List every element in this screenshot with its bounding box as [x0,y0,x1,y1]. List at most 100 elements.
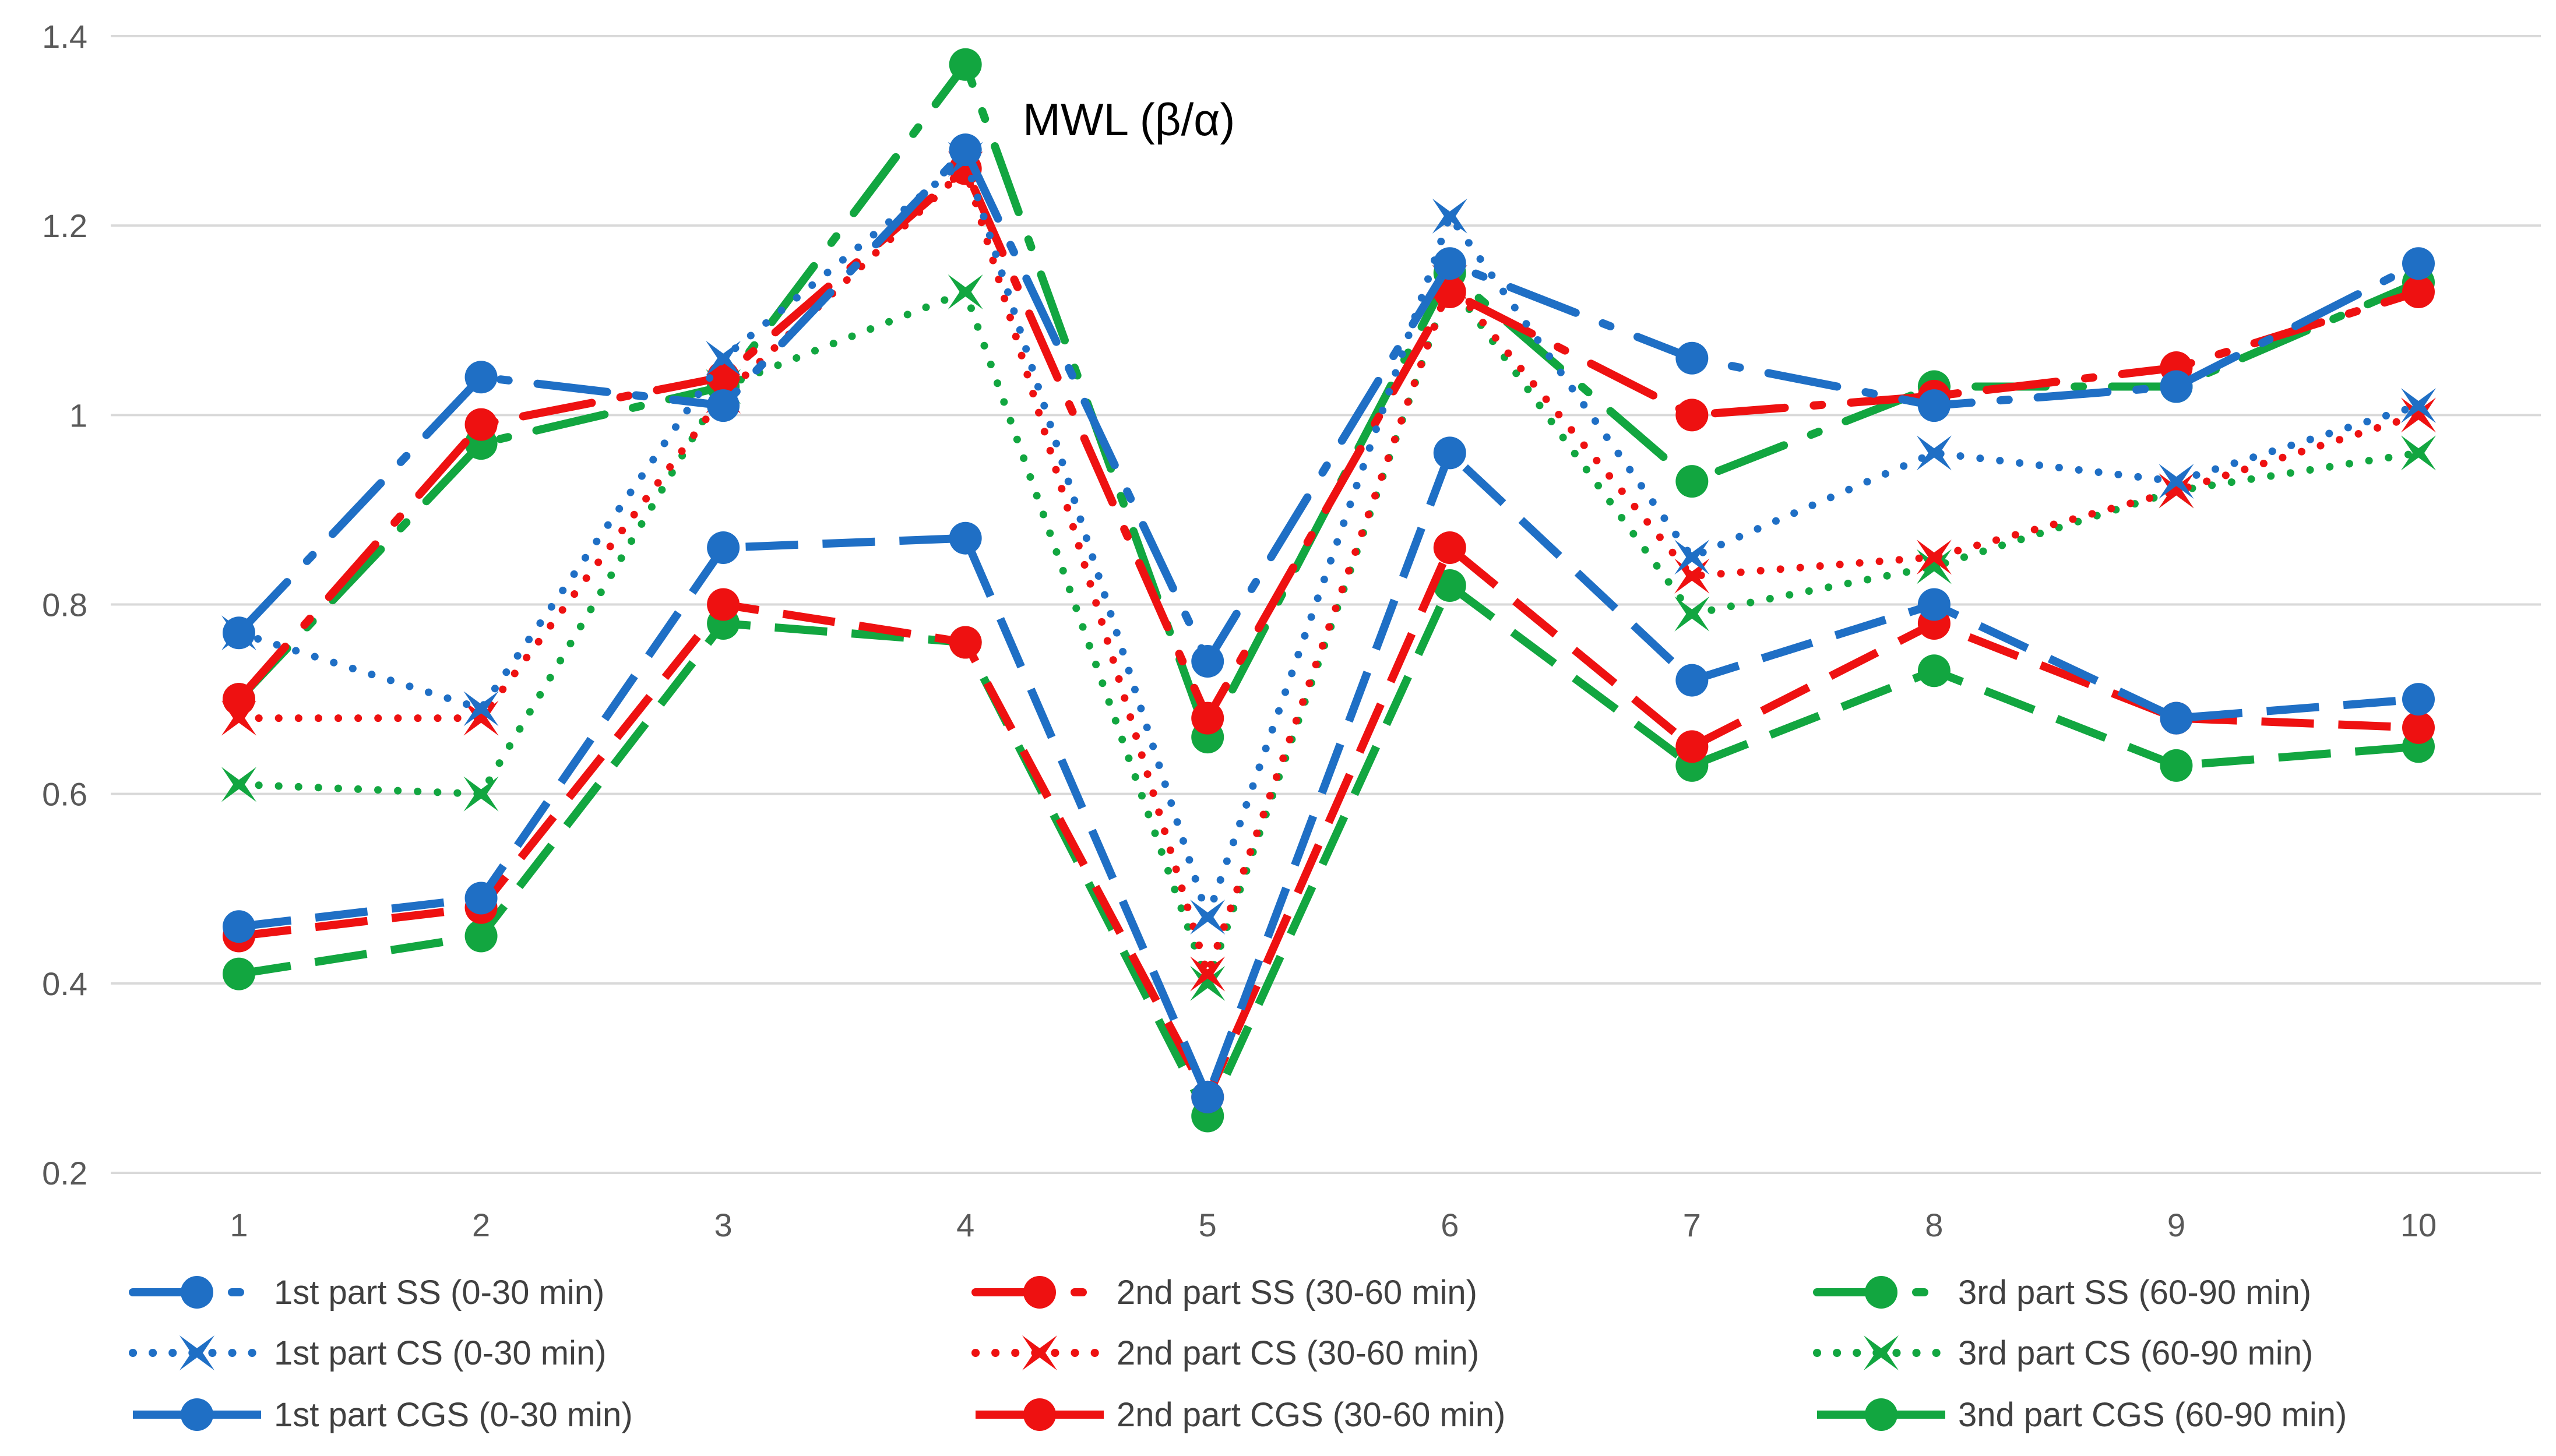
data-point [2160,749,2193,782]
data-point [1433,569,1466,602]
legend-label: 1st part CGS (0-30 min) [274,1396,633,1434]
data-point [1433,247,1466,280]
series-line [238,581,2419,1120]
data-point [1190,956,1226,992]
data-point [2159,464,2194,499]
series-8 [221,265,2436,1001]
series-3 [223,436,2435,1113]
data-point [1675,399,1709,432]
data-point [1675,730,1709,763]
y-tick-label: 0.2 [42,1155,87,1191]
series-line [238,449,2419,1101]
data-point [707,389,740,422]
series-line [235,164,2423,722]
series-line [235,278,2423,988]
data-point [949,521,982,555]
data-point [949,48,982,81]
data-point [1675,341,1709,375]
legend: 1st part SS (0-30 min) 1st part CS (0-30 … [129,1274,2347,1434]
x-tick-label: 3 [714,1207,733,1243]
data-point [1674,596,1710,632]
x-tick-label: 9 [2167,1207,2185,1243]
y-tick-label: 1.4 [42,18,87,55]
data-point [1191,645,1224,678]
data-point [223,616,255,650]
data-point [223,910,255,943]
data-point [707,361,740,394]
chart-title: MWL (β/α) [1023,94,1235,145]
legend-swatch-marker [1022,1335,1057,1370]
data-point [464,919,498,953]
y-tick-label: 1 [69,397,87,433]
data-point [2402,711,2435,744]
legend-item: 1st part CGS (0-30 min) [133,1396,633,1434]
data-point [706,340,741,376]
data-point [1916,435,1952,471]
data-point [2402,683,2435,716]
data-point [2160,701,2193,735]
data-point [2402,247,2435,280]
data-point [464,882,498,915]
series-5 [221,151,2436,992]
legend-swatch-marker [181,1276,213,1309]
data-point [1190,900,1226,935]
data-point [1916,540,1952,575]
legend-item: 3nd part CGS (60-90 min) [1817,1396,2347,1434]
x-tick-label: 2 [472,1207,490,1243]
series-lines [221,48,2436,1133]
legend-swatch-marker [1865,1398,1897,1431]
series-6 [223,531,2435,1113]
data-point [949,626,982,659]
data-point [948,274,983,309]
legend-label: 2nd part CGS (30-60 min) [1117,1396,1505,1434]
y-tick-label: 0.8 [42,587,87,623]
x-tick-label: 5 [1199,1207,1217,1243]
legend-label: 2nd part CS (30-60 min) [1117,1334,1479,1372]
legend-swatch-marker [181,1398,213,1431]
legend-item: 1st part SS (0-30 min) [129,1274,604,1312]
legend-item: 1st part CS (0-30 min) [129,1334,607,1372]
data-point [464,361,498,394]
y-tick-label: 0.6 [42,776,87,813]
series-9 [223,569,2435,1133]
legend-label: 2nd part SS (30-60 min) [1117,1274,1477,1312]
data-point [707,588,740,621]
series-line [235,60,2423,742]
y-axis-ticks: 0.2 0.4 0.6 0.8 1 1.2 1.4 [42,18,87,1191]
x-axis-ticks: 1 2 3 4 5 6 7 8 9 10 [230,1207,2437,1243]
data-point [223,683,255,716]
legend-swatch-marker [1023,1398,1056,1431]
data-point [1674,540,1710,575]
y-tick-label: 0.4 [42,965,87,1002]
data-point [707,531,740,564]
data-point [463,691,499,727]
legend-item: 3rd part CS (60-90 min) [1813,1334,2313,1372]
data-point [1432,198,1467,234]
series-line [235,165,2423,978]
data-point [2160,370,2193,403]
legend-swatch-marker [1023,1276,1056,1309]
x-tick-label: 4 [956,1207,974,1243]
data-point [1917,654,1951,688]
data-point [1916,549,1952,584]
series-line [235,155,2423,921]
data-point [2401,397,2436,433]
data-point [2402,275,2435,308]
x-tick-label: 10 [2400,1207,2437,1243]
data-point [1191,1080,1224,1113]
data-point [949,133,982,167]
legend-label: 1st part CS (0-30 min) [274,1334,607,1372]
y-tick-label: 1.2 [42,207,87,244]
series-line [238,543,2419,1101]
data-point [1433,531,1466,564]
series-line [235,146,2423,666]
legend-label: 3rd part CS (60-90 min) [1958,1334,2313,1372]
data-point [464,408,498,441]
data-point [1675,664,1709,697]
legend-swatch-marker [1865,1276,1897,1309]
data-point [1190,965,1226,1001]
legend-swatch-marker [179,1335,214,1370]
legend-swatch-marker [1864,1335,1899,1370]
data-point [221,767,256,802]
